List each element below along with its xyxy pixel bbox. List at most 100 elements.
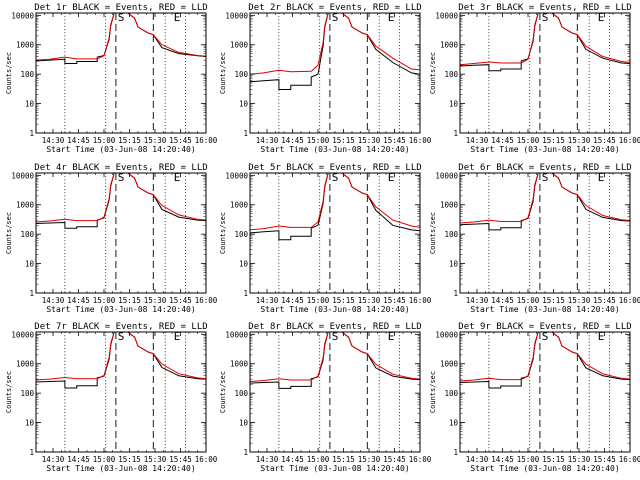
panel-det-6r: Det 6r BLACK = Events, RED = LLD Start Ti… xyxy=(429,163,640,314)
x-tick-label: 14:30 xyxy=(256,296,279,305)
series-line-events xyxy=(460,332,630,389)
y-tick-label: 10000 xyxy=(435,330,458,339)
x-axis-label: Start Time (03-Jun-08 14:20:40) xyxy=(260,145,409,154)
x-tick-label: 15:00 xyxy=(93,296,116,305)
x-axis-label: Start Time (03-Jun-08 14:20:40) xyxy=(470,305,619,314)
y-tick-label: 1 xyxy=(243,129,248,138)
y-tick-label: 1 xyxy=(29,289,34,298)
y-tick-label: 10 xyxy=(25,419,35,428)
x-tick-label: 14:30 xyxy=(42,296,65,305)
x-axis-label: Start Time (03-Jun-08 14:20:40) xyxy=(260,305,409,314)
y-tick-label: 10000 xyxy=(225,330,248,339)
panel-title: Det 4r BLACK = Events, RED = LLD xyxy=(34,163,207,173)
y-tick-label: 1000 xyxy=(16,41,35,50)
x-tick-label: 14:30 xyxy=(466,296,489,305)
x-tick-label: 15:00 xyxy=(307,296,330,305)
panel-det-8r: Det 8r BLACK = Events, RED = LLD Start Ti… xyxy=(219,322,432,473)
panel-det-2r: Det 2r BLACK = Events, RED = LLD Start Ti… xyxy=(219,3,432,154)
series-line-lld xyxy=(250,13,420,75)
panel-det-1r: Det 1r BLACK = Events, RED = LLD Start Ti… xyxy=(5,3,218,154)
y-tick-label: 10 xyxy=(239,260,249,269)
marker-e: E xyxy=(598,171,605,184)
x-tick-label: 15:45 xyxy=(593,136,616,145)
x-tick-label: 14:30 xyxy=(466,455,489,464)
x-axis-label: Start Time (03-Jun-08 14:20:40) xyxy=(46,145,195,154)
x-tick-label: 14:30 xyxy=(42,136,65,145)
series-line-events xyxy=(460,173,630,231)
y-tick-label: 10000 xyxy=(11,11,34,20)
x-tick-label: 15:15 xyxy=(542,296,565,305)
panel-det-9r: Det 9r BLACK = Events, RED = LLD Start Ti… xyxy=(429,322,640,473)
y-tick-label: 10000 xyxy=(225,11,248,20)
x-tick-label: 16:00 xyxy=(409,136,432,145)
x-tick-label: 16:00 xyxy=(195,296,218,305)
series-line-lld xyxy=(250,332,420,382)
x-tick-label: 16:00 xyxy=(619,136,640,145)
y-tick-label: 1000 xyxy=(230,201,249,210)
x-tick-label: 15:15 xyxy=(118,296,141,305)
marker-s: S xyxy=(118,11,125,24)
y-tick-label: 1 xyxy=(29,129,34,138)
x-tick-label: 15:30 xyxy=(144,296,167,305)
x-tick-label: 14:45 xyxy=(281,296,304,305)
y-tick-label: 100 xyxy=(444,230,458,239)
x-axis-label: Start Time (03-Jun-08 14:20:40) xyxy=(470,464,619,473)
y-tick-label: 1000 xyxy=(440,41,459,50)
x-tick-label: 14:45 xyxy=(491,455,514,464)
panel-det-3r: Det 3r BLACK = Events, RED = LLD Start Ti… xyxy=(429,3,640,154)
panel-title: Det 9r BLACK = Events, RED = LLD xyxy=(458,322,631,332)
y-tick-label: 10000 xyxy=(225,171,248,180)
series-line-lld xyxy=(250,173,420,231)
marker-s: S xyxy=(332,11,339,24)
marker-s: S xyxy=(118,171,125,184)
y-axis-label: Counts/sec xyxy=(429,371,437,413)
y-tick-label: 10 xyxy=(239,419,249,428)
x-tick-label: 16:00 xyxy=(195,136,218,145)
x-tick-label: 15:00 xyxy=(307,455,330,464)
series-line-events xyxy=(36,332,206,389)
x-tick-label: 15:45 xyxy=(383,136,406,145)
marker-s: S xyxy=(118,330,125,343)
y-axis-label: Counts/sec xyxy=(429,52,437,94)
marker-e: E xyxy=(174,330,181,343)
series-line-lld xyxy=(460,332,630,382)
y-tick-label: 100 xyxy=(20,230,34,239)
marker-s: S xyxy=(542,171,549,184)
marker-s: S xyxy=(332,330,339,343)
x-tick-label: 15:00 xyxy=(93,136,116,145)
y-tick-label: 100 xyxy=(234,230,248,239)
y-tick-label: 10 xyxy=(449,100,459,109)
x-tick-label: 14:30 xyxy=(256,455,279,464)
marker-e: E xyxy=(388,330,395,343)
x-tick-label: 14:45 xyxy=(67,455,90,464)
y-tick-label: 10 xyxy=(25,100,35,109)
y-tick-label: 10 xyxy=(25,260,35,269)
y-tick-label: 1000 xyxy=(16,360,35,369)
panel-det-5r: Det 5r BLACK = Events, RED = LLD Start Ti… xyxy=(219,163,432,314)
x-axis-label: Start Time (03-Jun-08 14:20:40) xyxy=(46,305,195,314)
y-tick-label: 100 xyxy=(234,389,248,398)
y-tick-label: 100 xyxy=(444,70,458,79)
series-line-lld xyxy=(460,173,630,224)
x-tick-label: 14:30 xyxy=(42,455,65,464)
marker-e: E xyxy=(174,171,181,184)
x-tick-label: 15:15 xyxy=(542,455,565,464)
x-tick-label: 15:30 xyxy=(568,296,591,305)
x-tick-label: 15:45 xyxy=(593,296,616,305)
y-axis-label: Counts/sec xyxy=(5,52,13,94)
y-axis-label: Counts/sec xyxy=(219,212,227,254)
x-tick-label: 15:00 xyxy=(517,136,540,145)
x-tick-label: 15:30 xyxy=(358,296,381,305)
y-tick-label: 100 xyxy=(20,70,34,79)
x-tick-label: 15:45 xyxy=(593,455,616,464)
x-axis-label: Start Time (03-Jun-08 14:20:40) xyxy=(260,464,409,473)
panel-title: Det 6r BLACK = Events, RED = LLD xyxy=(458,163,631,173)
x-tick-label: 14:45 xyxy=(491,296,514,305)
x-tick-label: 16:00 xyxy=(619,455,640,464)
series-line-events xyxy=(36,13,206,64)
series-line-lld xyxy=(36,173,206,223)
y-tick-label: 10 xyxy=(449,419,459,428)
x-tick-label: 15:45 xyxy=(169,455,192,464)
series-line-lld xyxy=(36,332,206,381)
series-line-lld xyxy=(460,13,630,66)
